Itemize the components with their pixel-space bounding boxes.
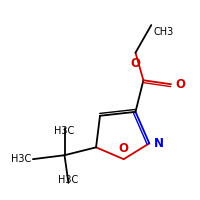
Text: N: N xyxy=(154,137,164,150)
Text: O: O xyxy=(130,57,140,70)
Text: O: O xyxy=(119,142,129,155)
Text: H3C: H3C xyxy=(54,126,75,136)
Text: H3C: H3C xyxy=(11,154,31,164)
Text: O: O xyxy=(175,78,185,91)
Text: CH3: CH3 xyxy=(153,27,174,37)
Text: H3C: H3C xyxy=(58,175,79,185)
